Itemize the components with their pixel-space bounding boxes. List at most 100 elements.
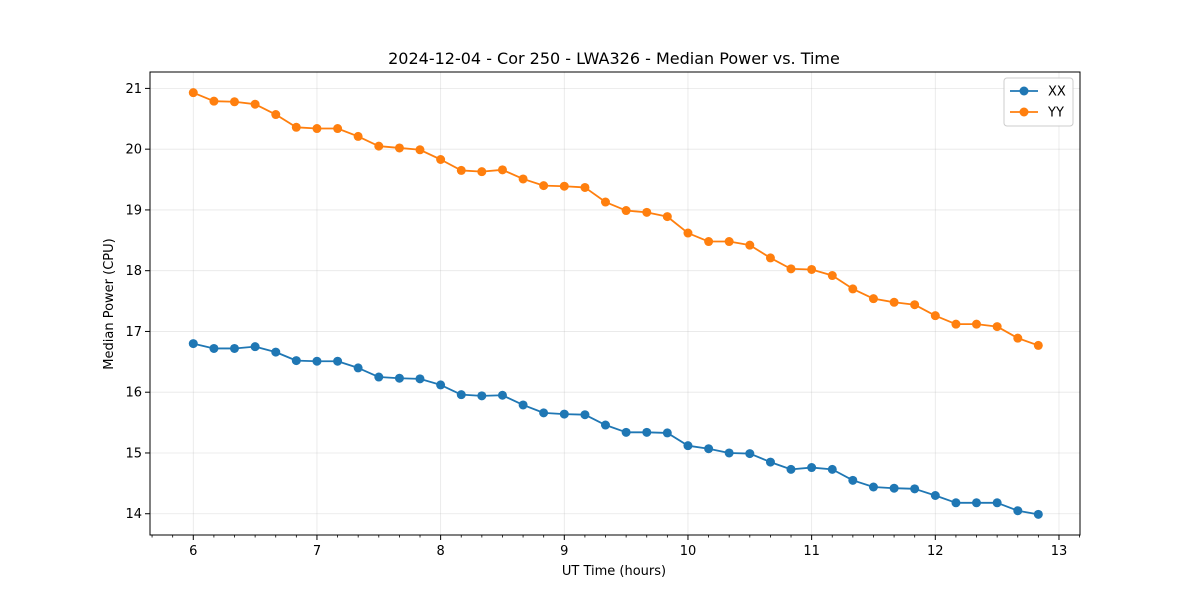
legend: XX YY (1003, 77, 1074, 127)
data-point-yy (497, 165, 507, 175)
data-point-xx (848, 475, 858, 485)
data-point-yy (415, 145, 425, 155)
legend-label-xx: XX (1048, 85, 1066, 100)
data-point-xx (209, 343, 219, 353)
data-point-xx (539, 408, 549, 418)
data-point-yy (807, 264, 817, 274)
data-point-xx (868, 482, 878, 492)
legend-label-yy: YY (1047, 106, 1064, 121)
data-point-xx (992, 498, 1002, 508)
data-point-xx (229, 343, 239, 353)
data-point-yy (394, 143, 404, 153)
data-point-yy (786, 264, 796, 274)
data-point-xx (456, 390, 466, 400)
data-point-yy (724, 237, 734, 247)
y-tick-label: 17 (125, 325, 142, 340)
y-axis-title: Median Power (CPU) (102, 238, 117, 369)
data-point-yy (600, 197, 610, 207)
y-tick-label: 20 (125, 143, 142, 158)
data-point-xx (807, 463, 817, 473)
data-point-yy (1013, 333, 1023, 343)
data-point-yy (827, 271, 837, 281)
data-point-yy (312, 124, 322, 134)
data-point-xx (518, 400, 528, 410)
data-point-xx (436, 380, 446, 390)
data-point-xx (477, 391, 487, 401)
data-point-xx (580, 410, 590, 420)
chart-title: 2024-12-04 - Cor 250 - LWA326 - Median P… (388, 49, 840, 68)
grid-lines (150, 72, 1080, 535)
data-point-yy (971, 319, 981, 329)
data-point-yy (683, 228, 693, 238)
data-point-yy (951, 319, 961, 329)
x-tick-label: 12 (927, 544, 944, 559)
data-point-yy (271, 110, 281, 120)
plot-frame (149, 71, 1081, 536)
data-point-yy (745, 240, 755, 250)
y-tick-label: 18 (125, 264, 142, 279)
data-point-yy (868, 294, 878, 304)
data-point-xx (704, 444, 714, 454)
data-point-yy (353, 131, 363, 141)
x-tick-label: 10 (680, 544, 697, 559)
data-point-yy (333, 124, 343, 134)
y-tick-label: 21 (125, 82, 142, 97)
data-point-xx (827, 464, 837, 474)
series-xx (188, 339, 1043, 519)
data-point-yy (250, 99, 260, 109)
axes: 6 7 8 9 10 11 12 13 14 15 16 17 18 19 20 21 (125, 82, 1080, 559)
y-tick-label: 16 (125, 386, 142, 401)
data-point-xx (662, 428, 672, 438)
data-point-xx (951, 498, 961, 508)
data-point-xx (971, 498, 981, 508)
data-point-xx (786, 464, 796, 474)
x-tick-label: 13 (1051, 544, 1068, 559)
data-point-yy (580, 182, 590, 192)
data-point-yy (188, 88, 198, 98)
data-point-yy (1033, 340, 1043, 350)
data-point-yy (910, 300, 920, 310)
x-axis-title: UT Time (hours) (562, 564, 666, 579)
data-point-yy (662, 212, 672, 222)
data-point-xx (271, 347, 281, 357)
x-tick-label: 8 (436, 544, 444, 559)
data-point-yy (374, 141, 384, 151)
y-tick-label: 19 (125, 203, 142, 218)
data-point-yy (848, 284, 858, 294)
data-point-yy (765, 253, 775, 263)
data-point-xx (312, 356, 322, 366)
data-point-xx (353, 363, 363, 373)
data-point-yy (229, 97, 239, 107)
data-point-xx (724, 448, 734, 458)
data-point-xx (621, 427, 631, 437)
legend-marker-yy (1019, 107, 1029, 117)
data-point-yy (704, 237, 714, 247)
data-series (188, 88, 1043, 519)
data-point-xx (374, 372, 384, 382)
x-tick-label: 6 (189, 544, 197, 559)
data-point-xx (600, 420, 610, 430)
data-point-xx (497, 390, 507, 400)
data-point-yy (291, 122, 301, 132)
data-point-xx (1033, 509, 1043, 519)
x-tick-label: 7 (313, 544, 321, 559)
data-point-yy (621, 206, 631, 216)
data-point-xx (250, 342, 260, 352)
data-point-xx (559, 409, 569, 419)
data-point-yy (436, 154, 446, 164)
data-point-yy (930, 311, 940, 321)
x-tick-label: 11 (803, 544, 820, 559)
data-point-xx (930, 491, 940, 501)
data-point-xx (415, 374, 425, 384)
data-point-yy (477, 167, 487, 177)
data-point-xx (765, 457, 775, 467)
data-point-xx (333, 356, 343, 366)
y-tick-label: 14 (125, 507, 142, 522)
data-point-yy (992, 322, 1002, 332)
data-point-yy (559, 181, 569, 191)
data-point-xx (394, 373, 404, 383)
x-tick-label: 9 (560, 544, 568, 559)
data-point-xx (1013, 506, 1023, 516)
data-point-yy (456, 165, 466, 175)
